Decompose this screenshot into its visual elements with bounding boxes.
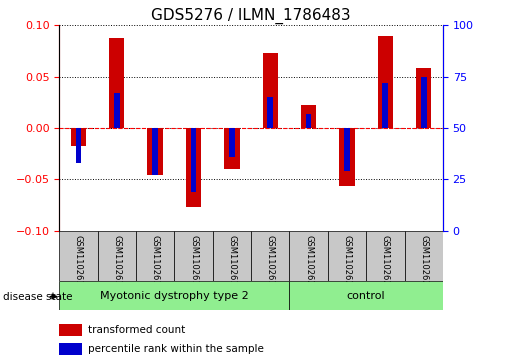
Bar xyxy=(136,231,174,281)
Text: GSM1102619: GSM1102619 xyxy=(266,234,274,290)
Text: GSM1102622: GSM1102622 xyxy=(381,234,390,290)
Bar xyxy=(306,114,312,128)
Bar xyxy=(59,231,98,281)
Bar xyxy=(174,231,213,281)
Text: GSM1102623: GSM1102623 xyxy=(419,234,428,290)
Text: Myotonic dystrophy type 2: Myotonic dystrophy type 2 xyxy=(100,291,249,301)
Bar xyxy=(114,93,119,128)
Bar xyxy=(59,281,289,310)
Text: GSM1102620: GSM1102620 xyxy=(304,234,313,290)
Text: GSM1102615: GSM1102615 xyxy=(112,234,121,290)
Bar xyxy=(152,128,158,175)
Bar xyxy=(186,128,201,207)
Bar xyxy=(59,343,82,355)
Bar xyxy=(109,38,125,128)
Bar xyxy=(267,97,273,128)
Title: GDS5276 / ILMN_1786483: GDS5276 / ILMN_1786483 xyxy=(151,8,351,24)
Text: GSM1102621: GSM1102621 xyxy=(342,234,351,290)
Bar xyxy=(383,83,388,128)
Bar xyxy=(366,231,405,281)
Bar xyxy=(289,281,443,310)
Bar xyxy=(377,36,393,128)
Bar xyxy=(213,231,251,281)
Text: control: control xyxy=(347,291,385,301)
Bar xyxy=(229,128,235,157)
Bar xyxy=(404,231,443,281)
Bar xyxy=(76,128,81,163)
Bar xyxy=(191,128,196,192)
Bar xyxy=(224,128,239,169)
Text: GSM1102616: GSM1102616 xyxy=(151,234,160,290)
Bar xyxy=(339,128,355,187)
Text: percentile rank within the sample: percentile rank within the sample xyxy=(88,344,264,354)
Bar xyxy=(263,53,278,128)
Text: GSM1102617: GSM1102617 xyxy=(189,234,198,290)
Text: GSM1102618: GSM1102618 xyxy=(228,234,236,290)
Bar xyxy=(421,77,426,128)
Bar xyxy=(328,231,366,281)
Bar xyxy=(289,231,328,281)
Text: GSM1102614: GSM1102614 xyxy=(74,234,83,290)
Text: disease state: disease state xyxy=(3,291,72,302)
Bar xyxy=(147,128,163,175)
Bar xyxy=(98,231,136,281)
Bar xyxy=(344,128,350,171)
Text: transformed count: transformed count xyxy=(88,325,185,335)
Bar xyxy=(416,69,432,128)
Bar xyxy=(71,128,86,146)
Bar xyxy=(301,105,316,128)
Bar xyxy=(251,231,289,281)
Bar xyxy=(59,324,82,337)
